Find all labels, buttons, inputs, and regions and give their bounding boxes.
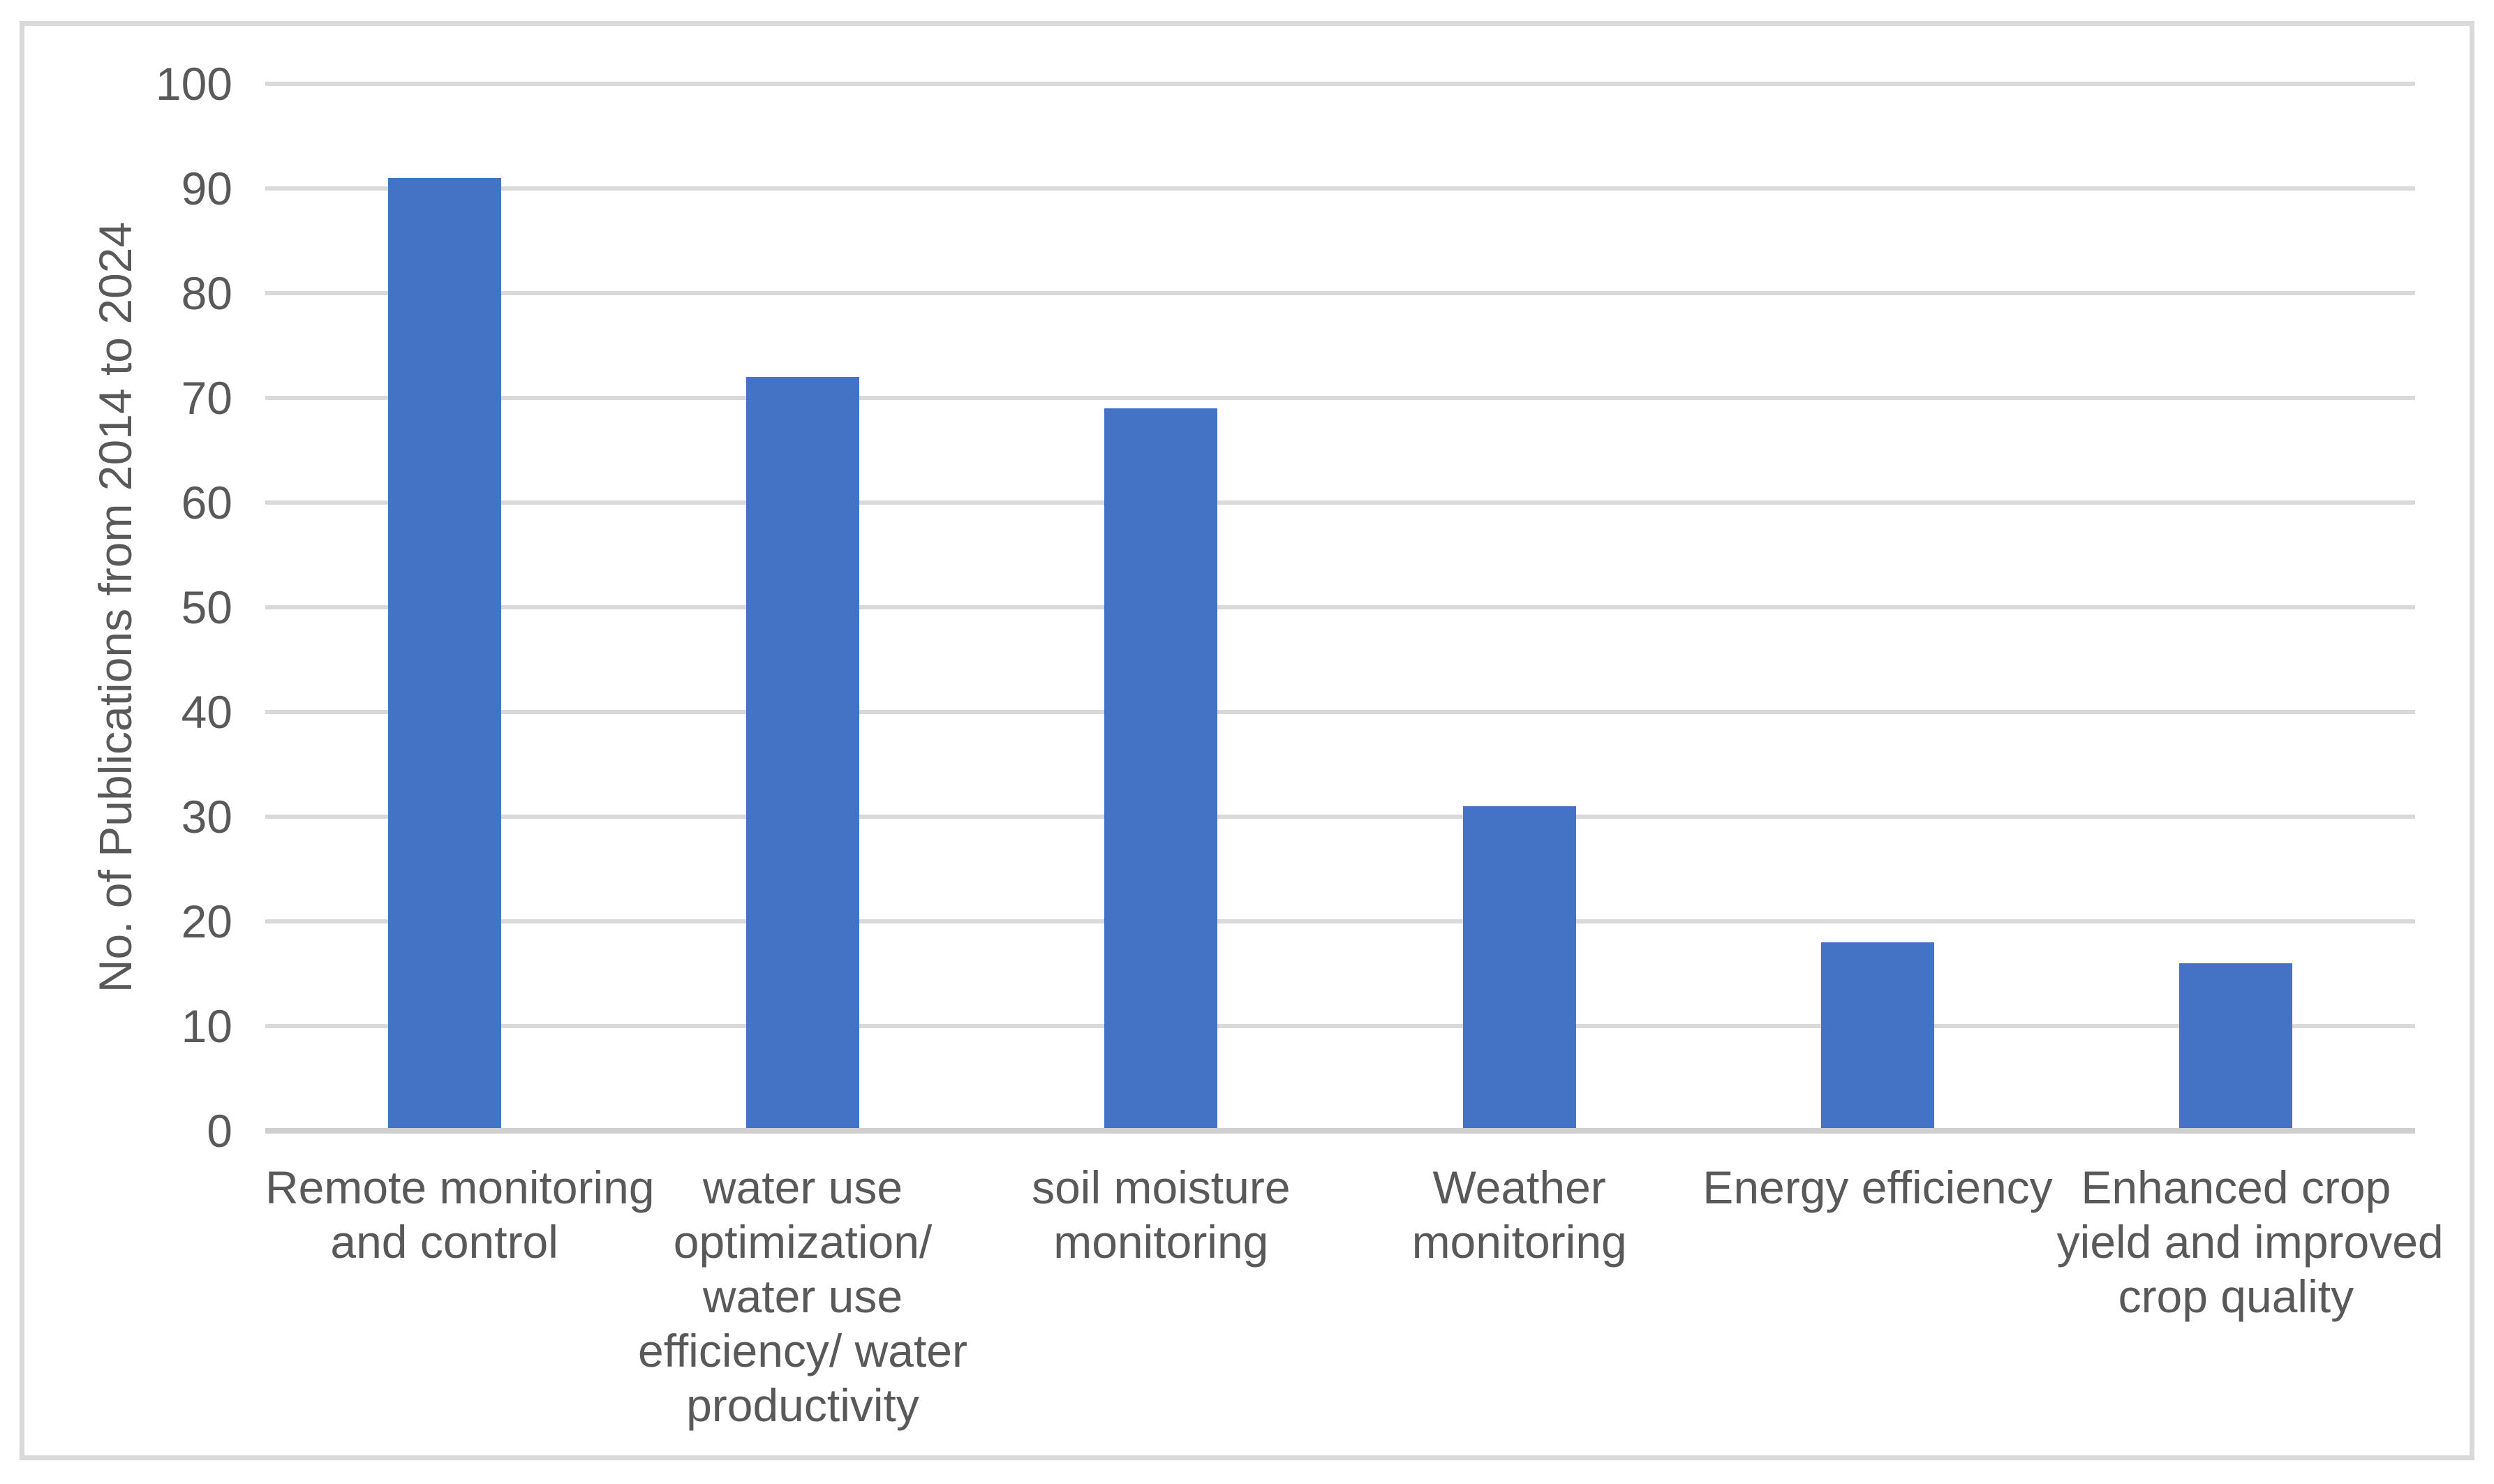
horizontal-gridline	[265, 291, 2415, 295]
bar	[1462, 806, 1576, 1131]
y-axis-tick-label: 70	[181, 372, 232, 424]
horizontal-gridline	[265, 710, 2415, 714]
y-axis-tick-label: 80	[181, 267, 232, 319]
horizontal-gridline	[265, 919, 2415, 923]
horizontal-gridline	[265, 396, 2415, 400]
y-axis-tick-label: 0	[207, 1105, 232, 1157]
x-axis-category-label: Energy efficiency	[1702, 1162, 2053, 1213]
x-axis-category-label: soil moisture monitoring	[1032, 1162, 1291, 1268]
y-axis-tick-label: 90	[181, 163, 232, 214]
x-axis-category-label: Enhanced crop yield and improved crop qu…	[2056, 1162, 2444, 1322]
x-axis-category-label: Remote monitoring and control	[265, 1162, 655, 1268]
bar	[387, 178, 501, 1131]
horizontal-gridline	[265, 1024, 2415, 1028]
bar	[1104, 408, 1218, 1131]
horizontal-gridline	[265, 186, 2415, 191]
y-axis-tick-label: 100	[155, 58, 232, 110]
horizontal-gridline	[265, 500, 2415, 505]
horizontal-gridline	[265, 82, 2415, 86]
x-axis-category-label: water use optimization/ water use effici…	[637, 1162, 967, 1431]
y-axis-tick-label: 30	[181, 791, 232, 843]
x-axis-line	[265, 1128, 2415, 1134]
y-axis-tick-label: 60	[181, 477, 232, 528]
y-axis-tick-label: 50	[181, 581, 232, 633]
horizontal-gridline	[265, 605, 2415, 609]
bar	[2179, 963, 2293, 1131]
bar	[1821, 942, 1934, 1131]
y-axis-tick-label: 20	[181, 896, 232, 947]
bar	[746, 377, 859, 1131]
y-axis-tick-label: 40	[181, 686, 232, 738]
y-axis-tick-label: 10	[181, 1000, 232, 1052]
x-axis-category-label: Weather monitoring	[1411, 1162, 1627, 1268]
horizontal-gridline	[265, 815, 2415, 819]
